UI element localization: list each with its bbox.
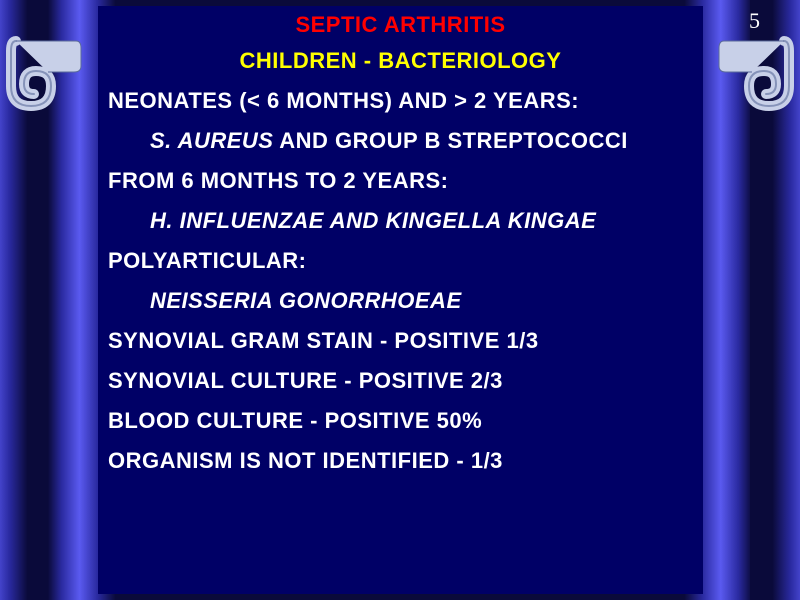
body-line: S. AUREUS AND GROUP B STREPTOCOCCI [108,128,693,154]
body-line: NEONATES (< 6 MONTHS) AND > 2 YEARS: [108,88,693,114]
body-line: FROM 6 MONTHS TO 2 YEARS: [108,168,693,194]
body-line: POLYARTICULAR: [108,248,693,274]
content-panel: SEPTIC ARTHRITIS CHILDREN - BACTERIOLOGY… [98,6,703,594]
body-line: ORGANISM IS NOT IDENTIFIED - 1/3 [108,448,693,474]
scroll-ornament-right [714,36,794,141]
body-line-text: ORGANISM IS NOT IDENTIFIED - 1/3 [108,448,503,473]
slide-title-2: CHILDREN - BACTERIOLOGY [108,48,693,74]
body-lines: NEONATES (< 6 MONTHS) AND > 2 YEARS: S. A… [108,88,693,474]
body-line-text: FROM 6 MONTHS TO 2 YEARS: [108,168,449,193]
body-line-text: NEONATES (< 6 MONTHS) AND > 2 YEARS: [108,88,579,113]
body-line-text: SYNOVIAL GRAM STAIN - POSITIVE 1/3 [108,328,539,353]
body-line: SYNOVIAL GRAM STAIN - POSITIVE 1/3 [108,328,693,354]
body-line-text: POLYARTICULAR: [108,248,307,273]
slide-title-1: SEPTIC ARTHRITIS [108,12,693,38]
body-line-text: SYNOVIAL CULTURE - POSITIVE 2/3 [108,368,503,393]
body-line: BLOOD CULTURE - POSITIVE 50% [108,408,693,434]
page-number: 5 [749,8,760,34]
body-line: NEISSERIA GONORRHOEAE [108,288,693,314]
body-line-text: H. INFLUENZAE AND KINGELLA KINGAE [150,208,596,233]
body-line: SYNOVIAL CULTURE - POSITIVE 2/3 [108,368,693,394]
body-line: H. INFLUENZAE AND KINGELLA KINGAE [108,208,693,234]
body-line-text: BLOOD CULTURE - POSITIVE 50% [108,408,482,433]
body-line-prefix: S. AUREUS [150,128,273,153]
body-line-text: AND GROUP B STREPTOCOCCI [273,128,627,153]
scroll-ornament-left [6,36,86,141]
body-line-text: NEISSERIA GONORRHOEAE [150,288,462,313]
